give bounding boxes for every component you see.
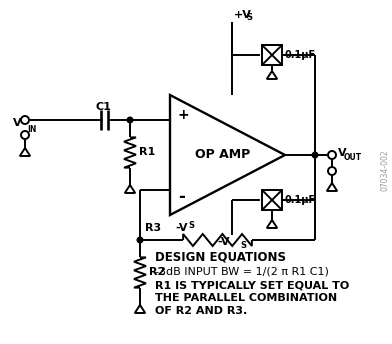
Text: C1: C1 — [95, 102, 111, 112]
Circle shape — [137, 237, 143, 243]
Text: OUT: OUT — [344, 152, 362, 161]
Text: 0.1μF: 0.1μF — [285, 195, 316, 205]
Circle shape — [328, 167, 336, 175]
Polygon shape — [170, 95, 285, 215]
Text: R2: R2 — [149, 267, 165, 277]
Text: R3: R3 — [145, 223, 161, 233]
Text: -V: -V — [175, 223, 187, 233]
Text: +V: +V — [234, 10, 252, 20]
Text: DESIGN EQUATIONS: DESIGN EQUATIONS — [155, 250, 286, 263]
Text: S: S — [188, 221, 194, 229]
Text: R1: R1 — [139, 147, 155, 157]
Circle shape — [328, 151, 336, 159]
Circle shape — [21, 116, 29, 124]
Text: IN: IN — [27, 125, 36, 134]
Text: S: S — [240, 240, 246, 249]
Text: V: V — [13, 118, 22, 128]
Circle shape — [127, 117, 133, 123]
Text: -3dB INPUT BW = 1/(2 π R1 C1): -3dB INPUT BW = 1/(2 π R1 C1) — [155, 266, 329, 276]
Text: +: + — [178, 108, 190, 122]
Circle shape — [312, 152, 318, 158]
Text: OF R2 AND R3.: OF R2 AND R3. — [155, 306, 247, 316]
Text: 0.1μF: 0.1μF — [285, 50, 316, 60]
Text: R1 IS TYPICALLY SET EQUAL TO: R1 IS TYPICALLY SET EQUAL TO — [155, 280, 349, 290]
Text: OP AMP: OP AMP — [195, 149, 250, 161]
Text: THE PARALLEL COMBINATION: THE PARALLEL COMBINATION — [155, 293, 337, 303]
Text: -: - — [178, 188, 185, 206]
Text: -V: -V — [218, 237, 230, 247]
Text: V: V — [338, 148, 347, 158]
Text: 07034-002: 07034-002 — [381, 149, 390, 191]
Circle shape — [21, 131, 29, 139]
Text: S: S — [246, 13, 252, 22]
